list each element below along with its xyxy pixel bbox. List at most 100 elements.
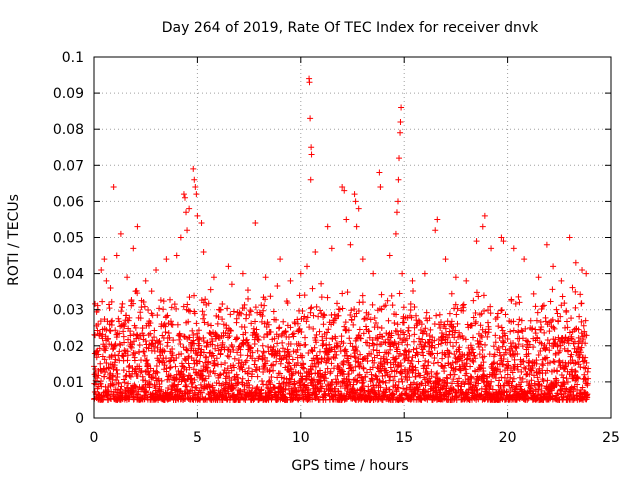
data-point xyxy=(241,324,248,331)
data-point xyxy=(200,338,207,345)
data-point xyxy=(262,296,269,303)
data-point xyxy=(195,327,202,334)
data-point xyxy=(562,334,569,341)
data-point xyxy=(287,324,294,331)
data-point xyxy=(310,312,317,319)
data-point xyxy=(200,363,207,370)
data-point xyxy=(563,307,570,314)
data-point xyxy=(462,366,469,373)
data-point xyxy=(298,328,305,335)
data-point xyxy=(331,348,338,355)
data-point xyxy=(115,315,122,322)
data-point xyxy=(110,345,117,352)
data-point xyxy=(501,374,508,381)
data-point xyxy=(318,310,325,317)
data-point xyxy=(207,369,214,376)
data-point xyxy=(268,374,275,381)
data-point xyxy=(296,292,303,299)
data-point xyxy=(247,308,254,315)
data-point xyxy=(151,327,158,334)
data-point xyxy=(335,312,342,319)
data-point xyxy=(237,390,244,397)
data-point xyxy=(160,306,167,313)
data-point xyxy=(318,294,325,301)
data-point xyxy=(276,348,283,355)
data-point xyxy=(308,370,315,377)
data-point xyxy=(550,358,557,365)
data-point xyxy=(244,352,251,359)
data-point xyxy=(316,348,323,355)
data-point xyxy=(495,345,502,352)
data-point xyxy=(582,354,589,361)
data-point xyxy=(332,315,339,322)
data-point xyxy=(226,333,233,340)
data-point xyxy=(334,342,341,349)
data-point xyxy=(328,360,335,367)
data-point xyxy=(533,395,540,402)
data-point xyxy=(481,353,488,360)
data-point xyxy=(552,336,559,343)
data-point xyxy=(355,307,362,314)
data-point xyxy=(401,331,408,338)
data-point xyxy=(301,292,308,299)
data-point xyxy=(487,382,494,389)
data-point xyxy=(340,368,347,375)
data-point xyxy=(433,371,440,378)
data-point xyxy=(391,373,398,380)
data-point xyxy=(493,371,500,378)
data-point xyxy=(475,293,482,300)
data-point xyxy=(127,373,134,380)
data-point xyxy=(193,191,200,198)
data-point xyxy=(557,347,564,354)
data-point xyxy=(509,369,516,376)
data-point xyxy=(474,387,481,394)
data-point xyxy=(128,297,135,304)
data-point xyxy=(479,346,486,353)
data-point xyxy=(372,319,379,326)
data-point xyxy=(337,343,344,350)
data-point xyxy=(290,348,297,355)
data-point xyxy=(575,326,582,333)
data-point xyxy=(452,301,459,308)
data-point xyxy=(250,325,257,332)
data-point xyxy=(395,176,402,183)
data-point xyxy=(574,381,581,388)
data-point xyxy=(147,320,154,327)
data-point xyxy=(368,350,375,357)
data-point xyxy=(285,379,292,386)
data-point xyxy=(123,312,130,319)
data-point xyxy=(267,328,274,335)
data-point xyxy=(515,293,522,300)
data-point xyxy=(134,290,141,297)
data-point xyxy=(432,227,439,234)
data-point xyxy=(390,377,397,384)
data-point xyxy=(472,310,479,317)
data-point xyxy=(125,336,132,343)
data-point xyxy=(143,389,150,396)
data-point xyxy=(204,339,211,346)
data-point xyxy=(521,364,528,371)
data-point xyxy=(485,307,492,314)
data-point xyxy=(546,359,553,366)
data-point xyxy=(209,341,216,348)
data-point xyxy=(448,318,455,325)
data-point xyxy=(233,371,240,378)
data-point xyxy=(519,358,526,365)
data-point xyxy=(396,155,403,162)
data-point xyxy=(324,294,331,301)
data-point xyxy=(313,339,320,346)
data-point xyxy=(380,353,387,360)
data-point xyxy=(453,339,460,346)
data-point xyxy=(306,79,313,86)
data-point xyxy=(556,359,563,366)
data-point xyxy=(450,386,457,393)
data-point xyxy=(275,333,282,340)
data-point xyxy=(254,333,261,340)
data-point xyxy=(156,358,163,365)
data-point xyxy=(566,234,573,241)
data-point xyxy=(492,332,499,339)
data-point xyxy=(338,367,345,374)
data-point xyxy=(424,371,431,378)
data-point xyxy=(463,356,470,363)
data-point xyxy=(405,368,412,375)
